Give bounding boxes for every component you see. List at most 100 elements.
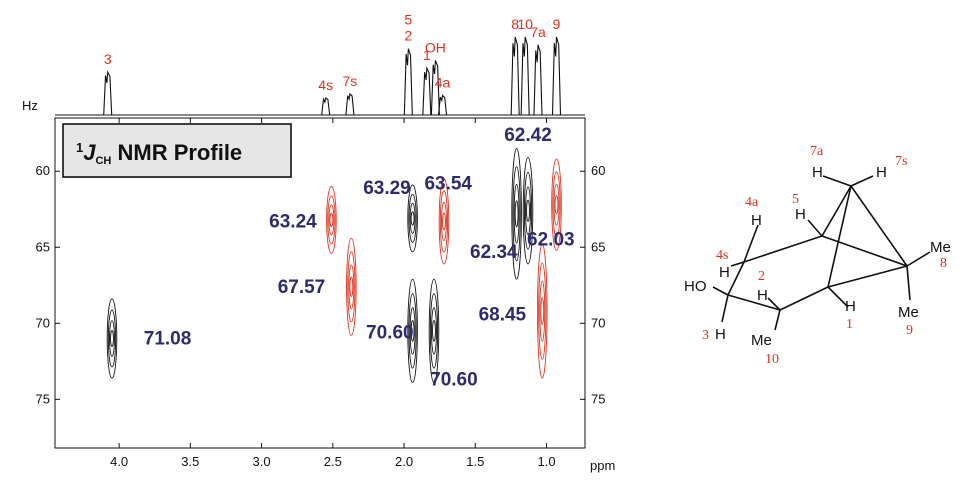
cross-peak: [511, 147, 522, 280]
pos-9: 9: [906, 323, 913, 338]
coupling-value-label: 70.60: [366, 323, 414, 344]
x-tick-label: 4.0: [110, 454, 128, 469]
cross-peak-contour: [537, 243, 548, 379]
coupling-value-label: 71.08: [144, 329, 192, 350]
pos-8: 8: [940, 256, 947, 271]
coupling-value-label: 63.29: [363, 178, 411, 199]
atom-h-5: H: [795, 206, 806, 223]
spectrum-peak: [430, 60, 440, 116]
atom-h-1: H: [845, 298, 856, 315]
bond-c6-me9: [906, 265, 911, 301]
cross-peak: [428, 278, 440, 384]
bond-c2-c3: [727, 294, 781, 311]
bond-c5-c6: [821, 235, 908, 267]
cross-peak-contour: [525, 186, 531, 236]
cross-peak-contour: [106, 298, 118, 379]
coupling-value-labels: 71.08 63.24 67.57 63.29 63.54 70.60 70.60 62.42…: [144, 125, 575, 391]
y-tick-label-left: 60: [36, 163, 50, 178]
cross-peak: [438, 178, 450, 265]
title-box: 1JCH NMR Profile: [62, 123, 292, 178]
cross-peaks: [106, 147, 562, 384]
bond-c7-c1: [827, 185, 852, 288]
structure-position-labels: 3 4a 4s 2 5 7a 7s 1 10 8 9: [702, 144, 947, 367]
pos-5: 5: [792, 192, 799, 207]
cross-peak-contour: [432, 320, 436, 342]
cross-peak-contour: [349, 276, 354, 297]
cross-peak-contour: [110, 330, 114, 347]
cross-peak-contour: [408, 193, 417, 243]
cross-peak-contour: [326, 185, 337, 254]
cross-peak-contour: [407, 184, 418, 253]
cross-peak: [551, 158, 562, 251]
structure-bonds: [712, 175, 931, 331]
coupling-value-label: 63.24: [269, 211, 317, 232]
spectrum-peak-label: 7a: [530, 24, 546, 40]
molecule-structure: HO H H H H H H H H Me Me Me 3 4a 4s 2 5 …: [684, 144, 951, 367]
cross-peak-contour: [526, 199, 530, 222]
cross-peak-contour: [408, 293, 417, 369]
spectrum-axis-label: Hz: [22, 98, 38, 113]
cross-peak-contour: [439, 190, 449, 253]
bond-c6-me8: [906, 251, 931, 267]
spectrum-peak: [321, 96, 331, 116]
title-letter: J: [83, 140, 96, 165]
x-tick-label: 3.0: [253, 454, 271, 469]
spectrum-peak: [403, 48, 413, 116]
coupling-value-label: 62.34: [470, 242, 518, 263]
pos-2: 2: [758, 269, 765, 284]
x-tick-label: 3.5: [181, 454, 199, 469]
atom-h-4a: H: [751, 212, 762, 229]
coupling-value-label: 62.03: [527, 230, 575, 251]
cross-peak-contour: [409, 202, 416, 234]
cross-peak-contour: [441, 201, 447, 242]
cross-peak: [407, 278, 418, 384]
coupling-value-label: 62.42: [504, 125, 552, 146]
pos-4s: 4s: [716, 248, 728, 263]
cross-peak-contour: [410, 320, 415, 342]
bond-c3-h3: [721, 294, 729, 323]
cross-peak-contour: [554, 195, 559, 215]
spectrum-peak-label-line: 5: [404, 12, 412, 28]
spectrum-peak: [345, 92, 355, 116]
bond-c3-c4: [727, 261, 745, 296]
x-tick-label: 2.5: [324, 454, 342, 469]
axis-ticks: 4.0 3.5 3.0 2.5 2.0 1.5 1.0 60 60 65 65 70 70 75 75: [36, 118, 605, 469]
spectrum-peak: [422, 66, 432, 116]
coupling-value-label: 67.57: [278, 277, 326, 298]
spectrum-peak: [510, 36, 520, 116]
spectrum-peak-label: 3: [104, 51, 112, 67]
atom-me-8: Me: [930, 239, 951, 256]
spectrum-peaks: [103, 36, 562, 116]
bond-c7-c6: [850, 185, 908, 267]
coupling-value-label: 63.54: [424, 173, 472, 194]
spectrum-peak-label-line: 2: [404, 28, 412, 44]
x-axis-label: ppm: [590, 458, 615, 473]
spectrum-peak: [437, 94, 448, 116]
cross-peak-contour: [514, 200, 519, 228]
pos-1: 1: [846, 317, 853, 332]
bond-c1-c2: [779, 286, 829, 311]
bond-c5-c7: [821, 185, 852, 237]
cross-peak: [522, 157, 534, 265]
atom-h-2: H: [757, 287, 768, 304]
spectrum-peak-label: 1: [423, 47, 431, 63]
cross-peak-contour: [512, 166, 521, 262]
cross-peak: [407, 184, 418, 253]
spectrum-peak-label: OH: [425, 39, 446, 55]
bond-c4-h4s: [730, 261, 745, 267]
cross-peak-contour: [522, 157, 534, 265]
chart-title: 1JCH NMR Profile: [76, 140, 242, 167]
bond-c2-me10: [774, 309, 781, 331]
cross-peak-contour: [523, 171, 533, 250]
y-tick-label-left: 70: [36, 315, 50, 330]
plot-frame: [54, 117, 586, 449]
x-tick-label: 1.0: [537, 454, 555, 469]
title-subscript: CH: [95, 155, 111, 167]
bond-c7-h7s: [850, 175, 874, 187]
cross-peak-contour: [346, 237, 357, 336]
plot-2d: 4.0 3.5 3.0 2.5 2.0 1.5 1.0 60 60 65 65 70 70 75 75 pp…: [36, 117, 615, 473]
y-tick-label-left: 65: [36, 239, 50, 254]
